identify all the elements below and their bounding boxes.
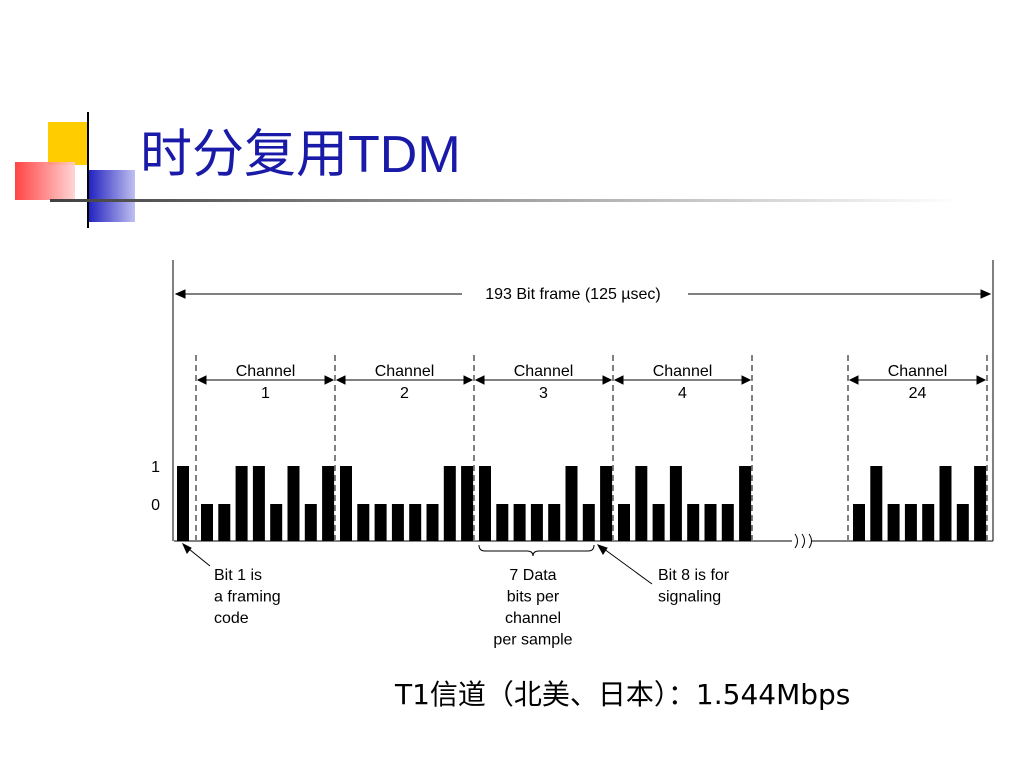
bit-bar <box>357 504 370 541</box>
channel-number: 3 <box>539 385 548 402</box>
bit-bar <box>530 504 543 541</box>
bit-bar <box>870 466 883 541</box>
arrow-head <box>848 375 987 385</box>
bit-bar <box>218 504 231 541</box>
bit-bar <box>340 466 352 541</box>
bit-bar <box>922 504 935 541</box>
annotation: Bit 8 is for <box>658 567 730 584</box>
bit-bar <box>721 504 734 541</box>
bit-bar <box>177 466 189 541</box>
annotation: Bit 1 is <box>214 567 262 584</box>
bit-bar <box>426 504 439 541</box>
annotation: code <box>214 610 249 627</box>
bit-bar <box>956 504 969 541</box>
bit-bar <box>565 466 578 541</box>
bit-bar <box>904 504 917 541</box>
channel-label: Channel <box>514 363 574 380</box>
annotation: signaling <box>658 589 721 606</box>
annotation: channel <box>505 610 561 627</box>
bit-bar <box>974 466 987 541</box>
level-label: 1 <box>151 459 160 476</box>
bit-bar <box>548 504 561 541</box>
title: 时分复用TDM <box>140 125 461 185</box>
channel-label: Channel <box>375 363 435 380</box>
footer: T1信道（北美、日本）：1.544Mbps <box>394 678 850 711</box>
channel-label: Channel <box>653 363 713 380</box>
arrow-head <box>335 375 474 385</box>
channel-number: 2 <box>400 385 409 402</box>
tdm-diagram: 193 Bit frame (125 µsec) 1 0 Channel 1 Cha… <box>151 260 994 649</box>
channel-number: 4 <box>678 385 687 402</box>
arrow-head <box>474 375 613 385</box>
title-han: 时分复用 <box>140 125 348 185</box>
bit-bar <box>201 504 213 541</box>
bit-bar <box>322 466 335 541</box>
annotation: a framing <box>214 589 281 606</box>
channel-label: Channel <box>236 363 296 380</box>
bit-bar <box>513 504 526 541</box>
annotation: 7 Data <box>509 567 556 584</box>
bit-bar <box>939 466 952 541</box>
bit-bar <box>669 466 682 541</box>
bit-bar <box>652 504 665 541</box>
bit-bar <box>252 466 265 541</box>
frame-label: 193 Bit frame (125 µsec) <box>485 286 661 303</box>
logo <box>15 112 960 228</box>
bit-bar <box>479 466 491 541</box>
bit-bar <box>461 466 474 541</box>
bit-bar <box>687 504 700 541</box>
arrow-head <box>196 375 335 385</box>
bit-bar <box>887 504 900 541</box>
level-label: 0 <box>151 497 160 514</box>
arrow-head <box>613 375 752 385</box>
bit-bar <box>270 504 283 541</box>
bit-bar <box>235 466 248 541</box>
bit-bar <box>853 504 865 541</box>
bit-bar <box>443 466 456 541</box>
annotation: bits per <box>507 589 560 606</box>
bit-bar <box>304 504 317 541</box>
bit-bar <box>409 504 422 541</box>
bit-bar <box>287 466 300 541</box>
channel-label: Channel <box>888 363 948 380</box>
channel-number: 24 <box>909 385 927 402</box>
bit-bar <box>618 504 630 541</box>
annotation: per sample <box>493 632 572 649</box>
channel-number: 1 <box>261 385 270 402</box>
bit-bar <box>600 466 613 541</box>
bit-bar <box>704 504 717 541</box>
bit-bar <box>391 504 404 541</box>
bit-bar <box>635 466 648 541</box>
bit-bar <box>739 466 752 541</box>
bit-bar <box>582 504 595 541</box>
bit-bar <box>496 504 509 541</box>
bit-bar <box>374 504 387 541</box>
title-latin: TDM <box>348 126 461 184</box>
